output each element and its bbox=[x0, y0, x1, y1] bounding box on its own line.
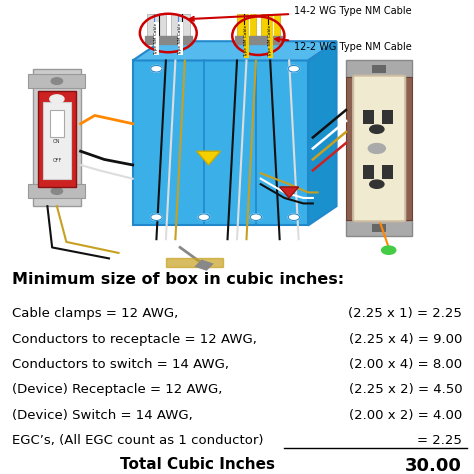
Bar bbox=[346, 220, 412, 237]
Circle shape bbox=[151, 65, 162, 72]
Bar bbox=[346, 77, 360, 220]
Text: Cable clamps = 12 AWG,: Cable clamps = 12 AWG, bbox=[12, 307, 178, 320]
Circle shape bbox=[250, 214, 262, 220]
Bar bbox=[363, 110, 374, 124]
Polygon shape bbox=[261, 14, 280, 41]
Polygon shape bbox=[308, 41, 337, 226]
Polygon shape bbox=[33, 69, 81, 206]
Text: Type NM Cable: Type NM Cable bbox=[178, 22, 182, 55]
Circle shape bbox=[51, 188, 63, 194]
Bar bbox=[168, 36, 192, 44]
Bar bbox=[235, 36, 258, 44]
Bar bbox=[372, 224, 386, 232]
Bar bbox=[363, 165, 374, 179]
Text: Total Cubic Inches: Total Cubic Inches bbox=[120, 456, 275, 472]
Bar bbox=[194, 260, 214, 271]
Polygon shape bbox=[280, 187, 299, 198]
Text: (Device) Receptacle = 12 AWG,: (Device) Receptacle = 12 AWG, bbox=[12, 383, 222, 396]
Circle shape bbox=[198, 214, 210, 220]
Polygon shape bbox=[133, 61, 308, 226]
Text: OFF: OFF bbox=[52, 158, 62, 163]
Bar bbox=[50, 110, 64, 137]
Bar bbox=[398, 77, 412, 220]
Text: ON: ON bbox=[53, 139, 61, 144]
Polygon shape bbox=[237, 14, 256, 41]
Circle shape bbox=[370, 180, 384, 188]
Polygon shape bbox=[171, 14, 190, 41]
Polygon shape bbox=[147, 14, 166, 41]
Bar bbox=[28, 184, 85, 198]
Text: Type NM Cable: Type NM Cable bbox=[155, 22, 158, 55]
Text: 12-2 WG Type NM Cable: 12-2 WG Type NM Cable bbox=[275, 37, 411, 52]
Polygon shape bbox=[197, 151, 220, 165]
Text: (2.25 x 4) = 9.00: (2.25 x 4) = 9.00 bbox=[349, 333, 462, 346]
Bar bbox=[382, 110, 393, 124]
Text: Type NM Cable: Type NM Cable bbox=[268, 25, 272, 57]
Text: (Device) Switch = 14 AWG,: (Device) Switch = 14 AWG, bbox=[12, 409, 192, 422]
Text: (2.00 x 2) = 4.00: (2.00 x 2) = 4.00 bbox=[349, 409, 462, 422]
Text: (2.25 x 1) = 2.25: (2.25 x 1) = 2.25 bbox=[348, 307, 462, 320]
Bar bbox=[145, 36, 168, 44]
Circle shape bbox=[370, 125, 384, 133]
Bar bbox=[38, 91, 76, 187]
Text: (2.00 x 4) = 8.00: (2.00 x 4) = 8.00 bbox=[349, 358, 462, 371]
Bar bbox=[43, 102, 71, 179]
Circle shape bbox=[368, 144, 385, 154]
Bar bbox=[346, 61, 412, 77]
Text: 14-2 WG Type NM Cable: 14-2 WG Type NM Cable bbox=[190, 6, 411, 21]
Circle shape bbox=[382, 246, 396, 255]
Text: = 2.25: = 2.25 bbox=[417, 434, 462, 447]
Bar bbox=[372, 64, 386, 73]
Text: Conductors to switch = 14 AWG,: Conductors to switch = 14 AWG, bbox=[12, 358, 229, 371]
Text: Type NM Cable: Type NM Cable bbox=[245, 25, 248, 57]
Bar bbox=[382, 165, 393, 179]
Polygon shape bbox=[133, 41, 337, 61]
Bar bbox=[166, 258, 223, 267]
Text: Conductors to receptacle = 12 AWG,: Conductors to receptacle = 12 AWG, bbox=[12, 333, 257, 346]
Circle shape bbox=[151, 214, 162, 220]
Circle shape bbox=[288, 214, 300, 220]
Text: 30.00: 30.00 bbox=[405, 456, 462, 474]
Circle shape bbox=[50, 95, 64, 103]
Circle shape bbox=[288, 65, 300, 72]
Text: EGC’s, (All EGC count as 1 conductor): EGC’s, (All EGC count as 1 conductor) bbox=[12, 434, 264, 447]
Text: (2.25 x 2) = 4.50: (2.25 x 2) = 4.50 bbox=[348, 383, 462, 396]
Bar bbox=[28, 74, 85, 88]
FancyBboxPatch shape bbox=[353, 76, 405, 221]
Bar bbox=[258, 36, 282, 44]
Text: Minimum size of box in cubic inches:: Minimum size of box in cubic inches: bbox=[12, 272, 344, 287]
Circle shape bbox=[51, 78, 63, 84]
